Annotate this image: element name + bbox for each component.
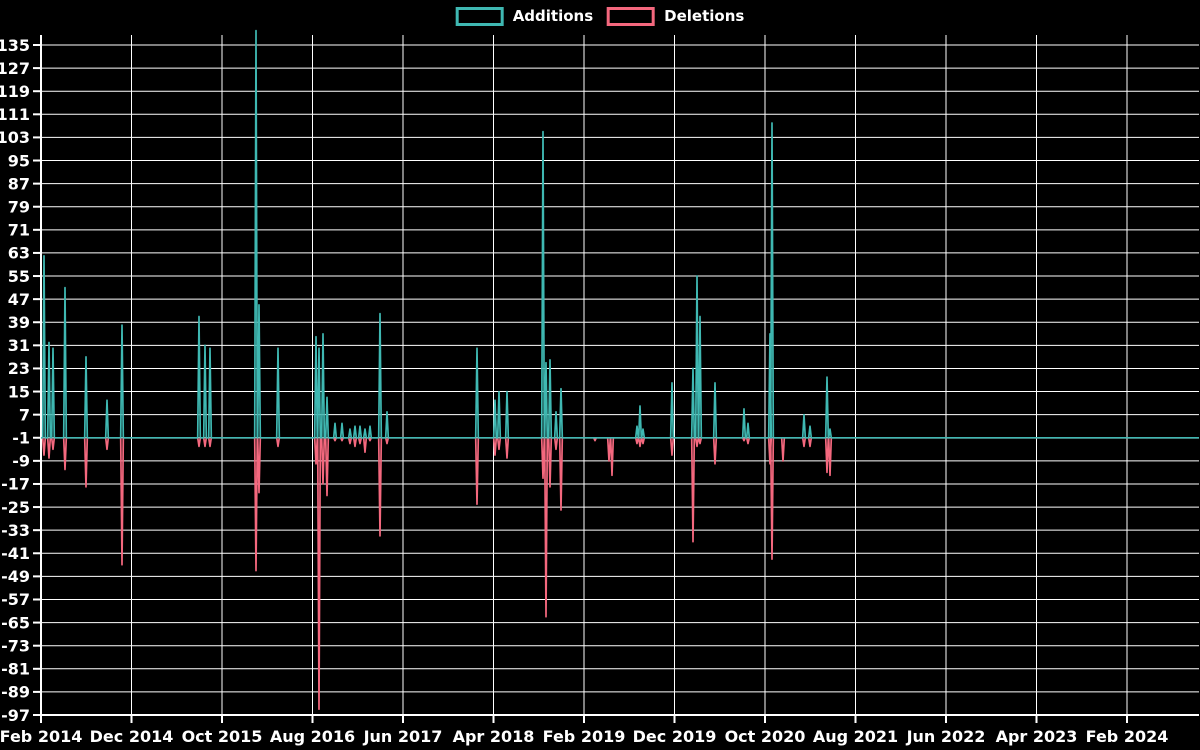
y-tick-label: 15 <box>8 382 30 401</box>
y-tick-label: 39 <box>8 313 30 332</box>
y-tick-label: -49 <box>1 567 30 586</box>
y-tick-label: 71 <box>8 221 30 240</box>
y-tick-label: -97 <box>1 706 30 725</box>
y-tick-label: -81 <box>1 660 30 679</box>
additions-swatch-icon <box>455 7 504 26</box>
y-tick-label: 119 <box>0 82 30 101</box>
x-tick-label: Jun 2017 <box>363 727 443 746</box>
x-tick-label: Aug 2021 <box>813 727 898 746</box>
x-tick-label: Feb 2019 <box>543 727 626 746</box>
x-tick-label: Feb 2024 <box>1086 727 1169 746</box>
x-tick-label: Aug 2016 <box>270 727 355 746</box>
x-tick-label: Oct 2020 <box>725 727 806 746</box>
y-tick-label: -89 <box>1 683 30 702</box>
y-tick-label: 47 <box>8 290 30 309</box>
x-tick-label: Apr 2018 <box>453 727 535 746</box>
y-tick-label: 111 <box>0 105 30 124</box>
y-tick-label: -9 <box>12 452 30 471</box>
x-tick-label: Oct 2015 <box>182 727 263 746</box>
y-tick-label: 95 <box>8 151 30 170</box>
chart-legend: Additions Deletions <box>455 7 744 26</box>
y-tick-label: -33 <box>1 521 30 540</box>
y-tick-label: -1 <box>12 429 30 448</box>
y-tick-label: -57 <box>1 590 30 609</box>
y-tick-label: 127 <box>0 59 30 78</box>
x-tick-label: Jun 2022 <box>906 727 986 746</box>
x-tick-label: Feb 2014 <box>0 727 82 746</box>
y-tick-label: 87 <box>8 174 30 193</box>
y-tick-label: 79 <box>8 197 30 216</box>
x-tick-label: Dec 2019 <box>633 727 717 746</box>
x-tick-label: Dec 2014 <box>90 727 174 746</box>
legend-additions-label: Additions <box>512 7 594 25</box>
legend-deletions-label: Deletions <box>664 7 745 25</box>
y-tick-label: -25 <box>1 498 30 517</box>
legend-deletions[interactable]: Deletions <box>607 7 744 26</box>
y-tick-label: 135 <box>0 36 30 55</box>
x-tick-label: Apr 2023 <box>996 727 1078 746</box>
y-tick-label: 7 <box>19 405 30 424</box>
y-tick-label: -17 <box>1 475 30 494</box>
y-tick-label: 63 <box>8 244 30 263</box>
y-tick-label: 55 <box>8 267 30 286</box>
y-tick-label: 23 <box>8 359 30 378</box>
deletions-swatch-icon <box>607 7 656 26</box>
y-tick-label: -73 <box>1 636 30 655</box>
y-tick-label: 103 <box>0 128 30 147</box>
y-tick-label: 31 <box>8 336 30 355</box>
y-tick-label: -41 <box>1 544 30 563</box>
y-tick-label: -65 <box>1 613 30 632</box>
legend-additions[interactable]: Additions <box>455 7 594 26</box>
additions-line <box>41 29 1199 439</box>
